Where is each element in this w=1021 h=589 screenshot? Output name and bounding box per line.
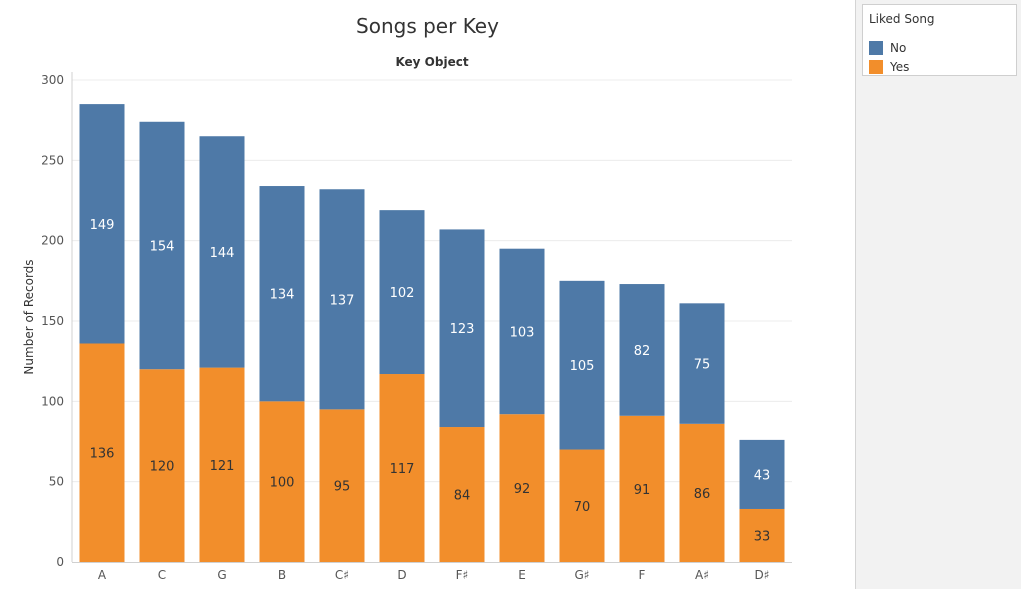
bar-segment-no xyxy=(499,248,545,415)
data-label: 82 xyxy=(634,344,651,359)
data-label: 95 xyxy=(334,480,351,495)
x-tick-label: A xyxy=(98,568,107,582)
legend-item-yes[interactable]: Yes xyxy=(869,59,909,75)
data-label: 75 xyxy=(694,358,711,373)
data-label: 123 xyxy=(450,322,475,337)
bar-segment-yes xyxy=(319,409,365,562)
data-label: 86 xyxy=(694,487,711,502)
data-label: 102 xyxy=(390,286,415,301)
legend-title: Liked Song xyxy=(869,12,935,26)
data-label: 137 xyxy=(330,293,355,308)
y-tick-label: 250 xyxy=(41,153,64,167)
column-header: Key Object xyxy=(395,55,468,69)
y-tick-label: 50 xyxy=(49,475,64,489)
x-tick-label: G xyxy=(217,568,226,582)
bar-segment-yes xyxy=(139,369,185,562)
bar-segment-yes xyxy=(79,343,125,562)
x-tick-label: F♯ xyxy=(456,568,469,582)
data-label: 92 xyxy=(514,482,531,497)
data-label: 149 xyxy=(90,218,115,233)
bar-segment-no xyxy=(259,186,305,402)
bar-segment-yes xyxy=(559,449,605,562)
bar-segment-yes xyxy=(739,508,785,562)
bar-segment-no xyxy=(139,121,185,370)
bar-segment-yes xyxy=(439,427,485,562)
data-label: 136 xyxy=(90,447,115,462)
data-label: 91 xyxy=(634,483,651,498)
bar-segment-no xyxy=(559,280,605,450)
y-tick-label: 100 xyxy=(41,394,64,408)
x-tick-label: G♯ xyxy=(574,568,589,582)
bar-segment-no xyxy=(439,229,485,428)
x-tick-label: C xyxy=(158,568,166,582)
data-label: 154 xyxy=(150,239,175,254)
x-tick-label: D♯ xyxy=(754,568,769,582)
bar-segment-no xyxy=(619,284,665,416)
data-label: 134 xyxy=(270,288,295,303)
bar-segment-yes xyxy=(499,414,545,562)
legend-label-yes: Yes xyxy=(890,60,910,74)
bar-segment-yes xyxy=(199,367,245,562)
y-tick-label: 300 xyxy=(41,73,64,87)
data-label: 84 xyxy=(454,489,471,504)
bar-segment-yes xyxy=(679,423,725,562)
data-label: 100 xyxy=(270,476,295,491)
legend-label-no: No xyxy=(890,41,907,55)
bar-segment-yes xyxy=(619,415,665,562)
legend-item-no[interactable]: No xyxy=(869,40,906,56)
data-label: 144 xyxy=(210,246,235,261)
data-label: 33 xyxy=(754,529,771,544)
data-label: 117 xyxy=(390,462,415,477)
x-tick-label: C♯ xyxy=(335,568,349,582)
chart-title: Songs per Key xyxy=(356,14,499,38)
bar-segment-no xyxy=(739,439,785,509)
y-tick-label: 200 xyxy=(41,234,64,248)
legend: Liked Song No Yes xyxy=(862,4,1017,76)
x-tick-label: A♯ xyxy=(695,568,709,582)
chart-pane: Songs per Key Key Object 0 50 100 150 200 250 3… xyxy=(22,0,856,589)
stacked-bar-chart: Key Object 0 50 100 150 200 250 300 Number of Re… xyxy=(22,55,792,582)
legend-swatch-no xyxy=(869,41,883,55)
bar-segment-yes xyxy=(259,401,305,562)
y-tick-label: 150 xyxy=(41,314,64,328)
bar-segment-yes xyxy=(379,374,425,562)
y-axis-label: Number of Records xyxy=(22,259,36,374)
x-tick-label: E xyxy=(518,568,526,582)
data-label: 43 xyxy=(754,468,771,483)
data-label: 103 xyxy=(510,325,535,340)
data-label: 120 xyxy=(150,460,175,475)
bar-segment-no xyxy=(319,189,365,410)
data-label: 121 xyxy=(210,459,235,474)
x-tick-label: F xyxy=(639,568,646,582)
data-label: 70 xyxy=(574,500,591,515)
bar-segment-no xyxy=(379,210,425,375)
side-pane: Liked Song No Yes xyxy=(856,0,1021,589)
data-label: 105 xyxy=(570,359,595,374)
x-tick-label: B xyxy=(278,568,286,582)
legend-swatch-yes xyxy=(869,60,883,74)
bar-segment-no xyxy=(679,303,725,424)
bar-segment-no xyxy=(199,136,245,368)
bar-segment-no xyxy=(79,104,125,344)
y-tick-label: 0 xyxy=(56,555,64,569)
x-tick-label: D xyxy=(397,568,406,582)
